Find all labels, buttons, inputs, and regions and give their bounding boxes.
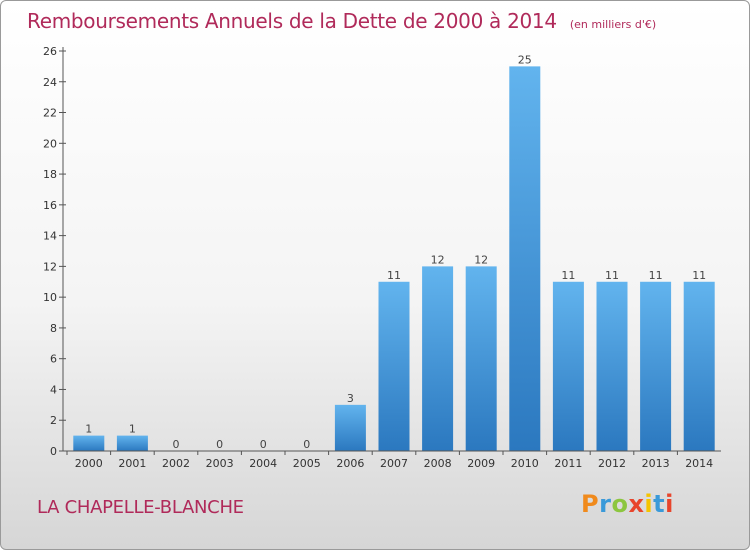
y-tick-label: 18 bbox=[43, 168, 57, 181]
x-tick-label: 2011 bbox=[554, 457, 582, 470]
data-label: 1 bbox=[129, 423, 136, 436]
logo-letter: t bbox=[653, 490, 666, 518]
data-label: 11 bbox=[561, 269, 575, 282]
x-tick-label: 2013 bbox=[642, 457, 670, 470]
bar bbox=[683, 281, 715, 451]
data-label: 1 bbox=[85, 423, 92, 436]
data-label: 3 bbox=[347, 392, 354, 405]
x-tick-label: 2012 bbox=[598, 457, 626, 470]
x-tick-label: 2008 bbox=[424, 457, 452, 470]
data-label: 12 bbox=[431, 253, 445, 266]
data-label: 11 bbox=[387, 269, 401, 282]
bar bbox=[73, 435, 105, 451]
x-tick-label: 2010 bbox=[511, 457, 539, 470]
bar bbox=[509, 66, 541, 451]
logo-letter: i bbox=[665, 490, 674, 518]
bar bbox=[465, 266, 497, 451]
x-tick-label: 2005 bbox=[293, 457, 321, 470]
data-label: 0 bbox=[260, 438, 267, 451]
chart-title: Remboursements Annuels de la Dette de 20… bbox=[27, 9, 557, 33]
proxiti-logo[interactable]: Proxiti bbox=[581, 490, 674, 518]
y-tick-label: 26 bbox=[43, 45, 57, 58]
y-tick-label: 22 bbox=[43, 107, 57, 120]
logo-letter: r bbox=[599, 490, 612, 518]
x-tick-label: 2004 bbox=[249, 457, 277, 470]
bar bbox=[552, 281, 584, 451]
bar bbox=[640, 281, 672, 451]
x-tick-label: 2001 bbox=[118, 457, 146, 470]
labels-group: 0246810121416182022242620001200112002020… bbox=[43, 45, 713, 470]
y-tick-label: 20 bbox=[43, 137, 57, 150]
bar bbox=[422, 266, 454, 451]
logo-letter: i bbox=[644, 490, 654, 518]
data-label: 0 bbox=[303, 438, 310, 451]
data-label: 0 bbox=[173, 438, 180, 451]
chart-subtitle: (en milliers d'€) bbox=[569, 18, 657, 31]
y-tick-label: 16 bbox=[43, 199, 57, 212]
bar bbox=[334, 404, 366, 451]
axes-group bbox=[59, 47, 721, 455]
x-tick-label: 2009 bbox=[467, 457, 495, 470]
x-tick-label: 2006 bbox=[336, 457, 364, 470]
y-tick-label: 10 bbox=[43, 291, 57, 304]
chart-title-block: Remboursements Annuels de la Dette de 20… bbox=[27, 9, 656, 33]
x-tick-label: 2000 bbox=[75, 457, 103, 470]
x-tick-label: 2003 bbox=[206, 457, 234, 470]
data-label: 11 bbox=[692, 269, 706, 282]
data-label: 0 bbox=[216, 438, 223, 451]
logo-letter: x bbox=[628, 490, 645, 518]
data-label: 12 bbox=[474, 253, 488, 266]
y-tick-label: 14 bbox=[43, 230, 57, 243]
data-label: 11 bbox=[649, 269, 663, 282]
y-tick-label: 6 bbox=[50, 353, 57, 366]
y-tick-label: 12 bbox=[43, 260, 57, 273]
x-tick-label: 2014 bbox=[685, 457, 713, 470]
bar bbox=[378, 281, 410, 451]
y-tick-label: 0 bbox=[50, 445, 57, 458]
y-tick-label: 24 bbox=[43, 76, 57, 89]
x-tick-label: 2007 bbox=[380, 457, 408, 470]
y-tick-label: 8 bbox=[50, 322, 57, 335]
x-tick-label: 2002 bbox=[162, 457, 190, 470]
bar bbox=[596, 281, 628, 451]
y-tick-label: 2 bbox=[50, 414, 57, 427]
data-label: 25 bbox=[518, 53, 532, 66]
data-label: 11 bbox=[605, 269, 619, 282]
bar bbox=[116, 435, 148, 451]
city-name: LA CHAPELLE-BLANCHE bbox=[37, 497, 244, 518]
logo-letter: P bbox=[581, 490, 600, 518]
y-tick-label: 4 bbox=[50, 383, 57, 396]
bars-group bbox=[73, 66, 715, 451]
logo-letter: o bbox=[611, 490, 629, 518]
